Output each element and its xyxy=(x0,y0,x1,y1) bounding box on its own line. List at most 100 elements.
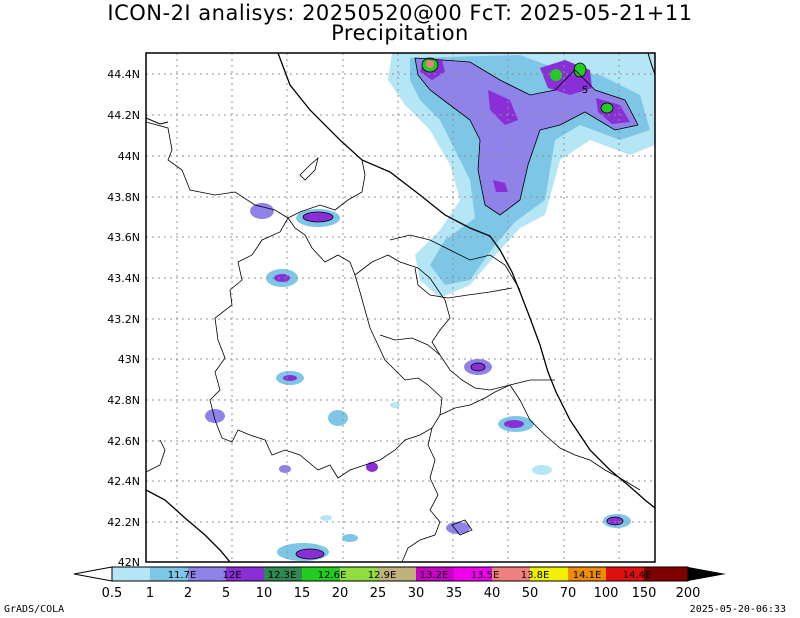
colorbar-segment xyxy=(226,567,264,581)
lat-label: 43.4N xyxy=(107,272,140,285)
lat-label: 44N xyxy=(118,150,140,163)
colorbar-lon-labels: 11.7E 12E 12.3E 12.6E 12.9E 13.2E 13.5E … xyxy=(168,570,652,581)
colorbar-value: 30 xyxy=(408,586,425,601)
region-boundary xyxy=(146,121,366,219)
colorbar-border xyxy=(111,566,689,582)
colorbar-value: 100 xyxy=(594,586,619,601)
precip-cell xyxy=(296,549,324,559)
lon-label: 13.2E xyxy=(420,570,449,581)
colorbar-value: 50 xyxy=(522,586,539,601)
colorbar-segment xyxy=(454,567,492,581)
colorbar-segment xyxy=(568,567,606,581)
colorbar-segment xyxy=(492,567,530,581)
colorbar-value: 15 xyxy=(294,586,311,601)
contour-label: 5 xyxy=(582,85,588,96)
lat-label: 43.6N xyxy=(107,231,140,244)
precip-cell xyxy=(328,410,348,426)
precip-contour xyxy=(470,362,486,372)
lon-label: 13.5E xyxy=(471,570,500,581)
colorbar-right-arrow xyxy=(688,567,726,581)
lon-label: 14.1E xyxy=(573,570,602,581)
precip-intense xyxy=(426,60,434,68)
precip-contour xyxy=(302,211,334,223)
colorbar-value: 70 xyxy=(560,586,577,601)
precip-contour xyxy=(573,62,587,78)
precip-cell xyxy=(303,212,333,222)
precip-area-purple xyxy=(415,58,638,215)
lon-label: 13.8E xyxy=(521,570,550,581)
lat-label: 42.6N xyxy=(107,435,140,448)
precip-contour xyxy=(295,548,325,560)
tyrrhenian-coastline xyxy=(146,489,231,562)
region-boundary xyxy=(509,384,641,491)
colorbar-segment xyxy=(188,567,226,581)
precip-intense xyxy=(550,69,562,81)
precip-cell xyxy=(471,363,485,371)
region-boundary xyxy=(209,217,443,479)
precip-contour xyxy=(600,102,614,114)
precip-cell xyxy=(366,462,378,472)
precip-cell xyxy=(390,402,400,408)
colorbar-segment xyxy=(112,567,150,581)
coastline-fragment xyxy=(647,53,655,76)
lon-label: 12.9E xyxy=(368,570,397,581)
colorbar-value: 20 xyxy=(332,586,349,601)
precip-core xyxy=(493,180,508,192)
colorbar-segment xyxy=(530,567,568,581)
lon-label: 12.3E xyxy=(268,570,297,581)
colorbar-segment xyxy=(606,567,644,581)
province-boundary xyxy=(379,334,441,356)
colorbar-value: 10 xyxy=(256,586,273,601)
graticule xyxy=(146,53,655,562)
colorbar-segment xyxy=(340,567,378,581)
colorbar-segment xyxy=(378,567,416,581)
precip-cell xyxy=(205,409,225,423)
lat-label: 42.8N xyxy=(107,394,140,407)
lat-label: 43.2N xyxy=(107,313,140,326)
precip-cell xyxy=(274,274,290,282)
region-boundary xyxy=(299,156,319,181)
lat-label: 43.8N xyxy=(107,191,140,204)
precip-intense xyxy=(574,63,586,77)
region-boundary xyxy=(354,254,555,391)
lat-label: 42.4N xyxy=(107,475,140,488)
colorbar-value: 5 xyxy=(222,586,230,601)
precip-contour xyxy=(421,57,439,73)
lat-label: 43N xyxy=(118,353,140,366)
adriatic-coastline xyxy=(277,53,655,509)
render-timestamp: 2025-05-20-06:33 xyxy=(689,604,786,615)
colorbar-value: 25 xyxy=(370,586,387,601)
colorbar: 11.7E 12E 12.3E 12.6E 12.9E 13.2E 13.5E … xyxy=(73,566,726,601)
map-frame xyxy=(145,52,656,563)
colorbar-value: 0.5 xyxy=(102,586,123,601)
colorbar-segment xyxy=(416,567,454,581)
precip-cell xyxy=(504,420,524,428)
province-boundary xyxy=(389,234,521,291)
colorbar-value: 2 xyxy=(184,586,192,601)
colorbar-left-arrow xyxy=(73,566,113,582)
colorbar-value: 1 xyxy=(146,586,154,601)
lat-label: 44.2N xyxy=(107,109,140,122)
precip-intense xyxy=(601,103,613,113)
region-boundary xyxy=(146,439,166,473)
colorbar-segment xyxy=(644,567,688,581)
latitude-labels: 44.4N 44.2N 44N 43.8N 43.6N 43.4N 43.2N … xyxy=(107,68,140,569)
colorbar-value: 35 xyxy=(446,586,463,601)
precip-cell xyxy=(320,515,332,521)
region-boundary xyxy=(439,384,511,416)
precip-cell xyxy=(250,203,274,219)
province-boundary xyxy=(414,267,513,299)
precip-cell xyxy=(532,465,552,475)
lon-label: 12.6E xyxy=(318,570,347,581)
colorbar-segment xyxy=(302,567,340,581)
software-credit: GrADS/COLA xyxy=(4,604,65,615)
map-lines xyxy=(146,53,655,562)
colorbar-value-labels: 0.5 1 2 5 10 15 20 25 30 35 40 50 70 100… xyxy=(102,586,701,601)
lat-label: 44.4N xyxy=(107,68,140,81)
colorbar-value: 40 xyxy=(484,586,501,601)
colorbar-value: 200 xyxy=(676,586,701,601)
precip-cell xyxy=(342,534,358,542)
lon-label: 11.7E xyxy=(168,570,197,581)
coastline-fragment xyxy=(146,117,169,125)
